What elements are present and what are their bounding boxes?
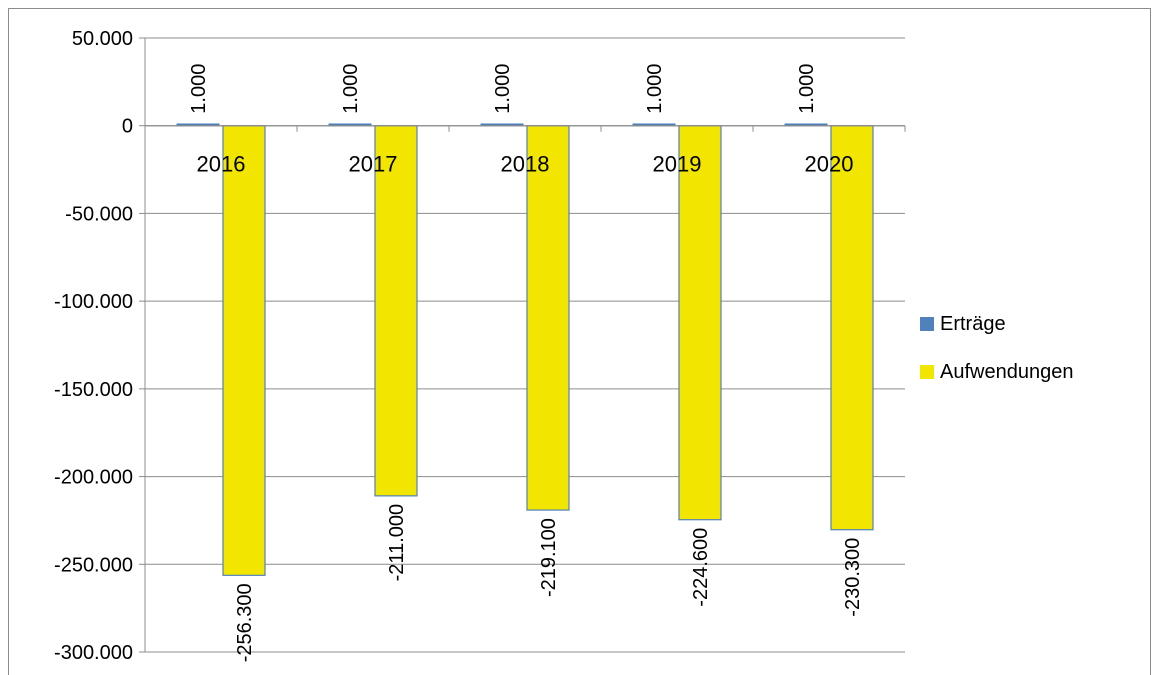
bar-aufwendungen — [678, 125, 722, 521]
x-category-label: 2019 — [653, 152, 702, 177]
legend-swatch-ertraege — [920, 317, 934, 331]
data-label-ertraege: 1.000 — [644, 64, 666, 114]
legend-item-aufwendungen: Aufwendungen — [920, 360, 1073, 384]
bar-aufwendungen — [374, 125, 418, 497]
legend: Erträge Aufwendungen — [920, 312, 1073, 408]
data-label-ertraege: 1.000 — [188, 64, 210, 114]
data-label-aufwendungen: -219.100 — [538, 518, 560, 597]
bar-aufwendungen — [222, 125, 266, 576]
x-category-label: 2017 — [349, 152, 398, 177]
x-category-label: 2016 — [197, 152, 246, 177]
data-label-aufwendungen: -256.300 — [234, 583, 256, 662]
y-tick-label: -250.000 — [54, 554, 133, 576]
data-label-ertraege: 1.000 — [492, 64, 514, 114]
y-tick-label: 50.000 — [72, 28, 133, 50]
y-tick-label: -300.000 — [54, 642, 133, 664]
data-label-ertraege: 1.000 — [796, 64, 818, 114]
x-category-label: 2018 — [501, 152, 550, 177]
legend-label-ertraege: Erträge — [940, 312, 1006, 335]
y-tick-label: 0 — [122, 116, 133, 138]
data-label-aufwendungen: -224.600 — [690, 528, 712, 607]
y-tick-label: -50.000 — [65, 203, 133, 225]
legend-swatch-aufwendungen — [920, 365, 934, 379]
y-tick-label: -200.000 — [54, 467, 133, 489]
bar-aufwendungen — [526, 125, 570, 511]
legend-label-aufwendungen: Aufwendungen — [940, 360, 1074, 383]
y-tick-label: -150.000 — [54, 379, 133, 401]
y-tick-label: -100.000 — [54, 291, 133, 313]
data-label-aufwendungen: -230.300 — [842, 538, 864, 617]
data-label-aufwendungen: -211.000 — [386, 504, 408, 581]
bar-aufwendungen — [830, 125, 874, 531]
x-category-label: 2020 — [805, 152, 854, 177]
legend-item-ertraege: Erträge — [920, 312, 1073, 336]
data-label-ertraege: 1.000 — [340, 64, 362, 114]
